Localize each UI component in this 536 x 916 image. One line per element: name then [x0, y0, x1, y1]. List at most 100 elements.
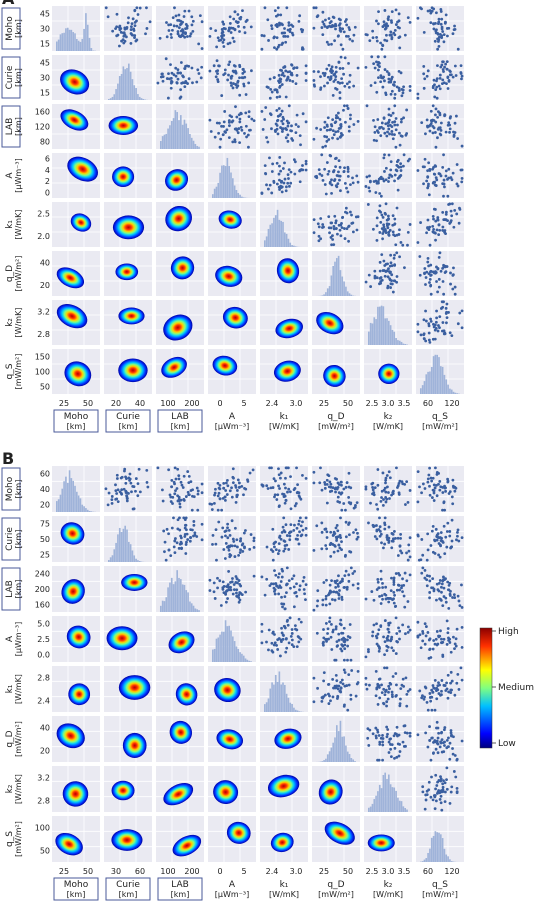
- scatter-point: [424, 283, 427, 286]
- scatter-point: [227, 529, 231, 532]
- scatter-point: [315, 126, 318, 130]
- histogram-bar: [215, 638, 218, 662]
- scatter-point: [347, 239, 350, 243]
- x-tick-label: 50: [343, 867, 353, 876]
- y-axis-unit: [μWm⁻³]: [14, 622, 23, 656]
- scatter-point: [182, 498, 186, 501]
- scatter-point: [208, 69, 212, 73]
- scatter-point: [246, 478, 249, 482]
- histogram-bar: [129, 544, 132, 562]
- scatter-point: [436, 780, 439, 784]
- scatter-point: [404, 744, 407, 748]
- scatter-point: [401, 164, 405, 168]
- scatter-point: [187, 474, 191, 478]
- scatter-point: [393, 263, 397, 267]
- x-tick-label: 50: [343, 399, 353, 408]
- scatter-point: [435, 697, 439, 701]
- scatter-point: [433, 807, 437, 811]
- y-tick-label: 150: [35, 353, 50, 362]
- scatter-point: [427, 264, 431, 268]
- scatter-point: [439, 10, 443, 13]
- scatter-point: [426, 256, 430, 260]
- histogram-bar: [77, 40, 80, 51]
- scatter-point: [378, 126, 382, 129]
- scatter-point: [426, 532, 430, 536]
- scatter-point: [264, 106, 268, 109]
- scatter-point: [179, 88, 183, 92]
- histogram-bar: [239, 652, 241, 662]
- scatter-point: [190, 508, 194, 512]
- scatter-point: [334, 27, 337, 31]
- scatter-point: [375, 90, 379, 94]
- scatter-point: [349, 486, 353, 490]
- scatter-point: [292, 158, 296, 162]
- scatter-point: [429, 274, 433, 277]
- scatter-point: [239, 125, 243, 129]
- scatter-point: [176, 68, 180, 72]
- scatter-point: [173, 492, 177, 496]
- cell-b-2-6: [364, 566, 412, 612]
- scatter-point: [433, 486, 437, 490]
- scatter-point: [284, 486, 287, 490]
- cell-background: [364, 6, 412, 51]
- scatter-point: [437, 731, 441, 735]
- scatter-point: [379, 577, 383, 581]
- scatter-point: [300, 533, 304, 537]
- cell-b-4-0: [52, 666, 100, 712]
- histogram-bar: [336, 258, 338, 296]
- scatter-point: [397, 481, 401, 485]
- scatter-point: [439, 789, 443, 793]
- scatter-point: [450, 688, 453, 692]
- histogram-bar: [430, 366, 433, 394]
- scatter-point: [399, 134, 403, 138]
- scatter-point: [325, 483, 329, 486]
- scatter-point: [283, 177, 287, 181]
- scatter-point: [400, 551, 404, 555]
- scatter-point: [378, 192, 382, 195]
- scatter-point: [452, 266, 455, 270]
- scatter-point: [437, 692, 441, 695]
- scatter-point: [398, 255, 401, 259]
- scatter-point: [277, 473, 281, 477]
- scatter-point: [383, 9, 387, 12]
- scatter-point: [395, 206, 399, 210]
- scatter-point: [377, 177, 381, 181]
- scatter-point: [394, 652, 398, 655]
- scatter-point: [367, 273, 371, 277]
- y-tick-label: 50: [40, 383, 50, 392]
- scatter-point: [378, 740, 382, 744]
- cell-background: [416, 6, 464, 51]
- scatter-point: [386, 17, 390, 21]
- scatter-point: [260, 34, 264, 37]
- scatter-point: [268, 96, 272, 100]
- scatter-point: [235, 128, 239, 132]
- scatter-point: [434, 88, 438, 92]
- scatter-point: [337, 593, 341, 597]
- scatter-point: [243, 132, 246, 135]
- scatter-point: [424, 625, 428, 628]
- scatter-point: [435, 630, 439, 633]
- scatter-point: [338, 67, 342, 70]
- scatter-point: [196, 489, 200, 493]
- scatter-point: [312, 231, 316, 235]
- scatter-point: [460, 645, 464, 649]
- scatter-point: [403, 731, 407, 734]
- scatter-point: [337, 543, 341, 547]
- scatter-point: [396, 640, 399, 644]
- scatter-point: [442, 70, 445, 73]
- x-tick-label: 40: [135, 399, 145, 408]
- density-contour: [55, 832, 83, 856]
- scatter-point: [401, 243, 405, 247]
- x-tick-label: 3.5: [398, 867, 411, 876]
- cell-a-5-0: [52, 251, 100, 296]
- scatter-point: [304, 527, 308, 530]
- scatter-point: [220, 124, 223, 128]
- scatter-point: [297, 20, 301, 23]
- scatter-point: [123, 26, 127, 30]
- scatter-point: [355, 501, 359, 505]
- scatter-point: [226, 526, 229, 530]
- scatter-point: [420, 121, 424, 125]
- cell-a-3-7: [416, 153, 464, 198]
- scatter-point: [431, 752, 435, 755]
- scatter-point: [448, 130, 451, 134]
